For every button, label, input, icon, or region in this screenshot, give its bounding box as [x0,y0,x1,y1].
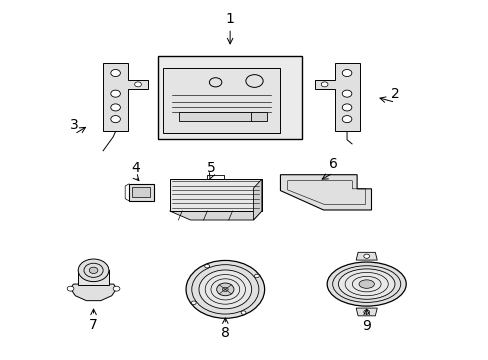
Bar [250,112,267,121]
Bar [129,184,154,201]
Text: 9: 9 [362,319,370,333]
Circle shape [185,260,264,318]
Circle shape [111,116,120,123]
Circle shape [363,254,369,258]
Polygon shape [355,252,376,260]
Polygon shape [314,63,359,131]
FancyBboxPatch shape [162,68,280,133]
Circle shape [363,310,369,314]
Polygon shape [253,179,262,220]
Circle shape [216,283,233,296]
Text: 3: 3 [70,118,79,132]
Circle shape [111,90,120,97]
Text: 6: 6 [328,157,337,171]
Circle shape [342,104,351,111]
Circle shape [342,90,351,97]
Circle shape [204,264,209,268]
Bar [158,56,302,139]
Text: 8: 8 [221,327,229,341]
Text: 7: 7 [89,318,98,332]
Circle shape [113,286,120,291]
Bar [78,270,109,285]
Circle shape [241,311,245,314]
Polygon shape [103,63,148,131]
Circle shape [342,116,351,123]
Circle shape [67,286,74,291]
Text: 5: 5 [206,161,215,175]
Bar [179,112,252,121]
Circle shape [342,69,351,77]
Circle shape [78,259,109,282]
Ellipse shape [326,262,406,306]
Bar [132,188,150,197]
Ellipse shape [338,269,394,299]
Ellipse shape [358,280,374,288]
Circle shape [222,287,228,292]
Polygon shape [355,308,376,316]
Circle shape [111,104,120,111]
Polygon shape [169,211,262,220]
Circle shape [254,274,259,278]
Circle shape [321,82,327,87]
Text: 2: 2 [390,86,399,100]
Polygon shape [70,284,116,301]
Polygon shape [169,179,262,211]
Text: 4: 4 [131,161,140,175]
Circle shape [134,82,141,87]
Polygon shape [280,175,371,210]
Text: 1: 1 [225,13,234,27]
Circle shape [191,301,196,305]
Circle shape [111,69,120,77]
Circle shape [199,270,251,309]
Circle shape [89,267,98,274]
